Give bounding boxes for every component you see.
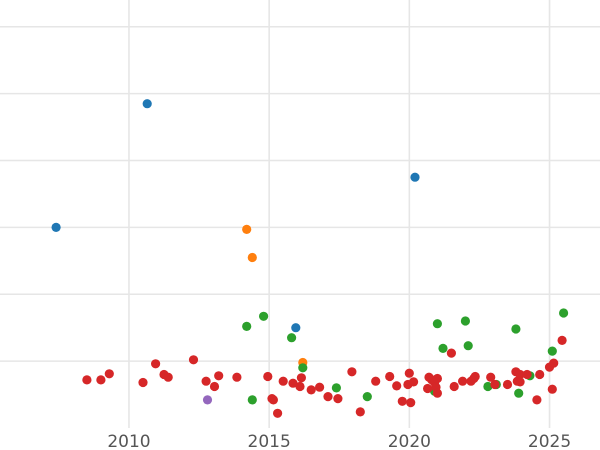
data-point-series-2 [514, 388, 524, 398]
data-point-series-3 [486, 372, 496, 382]
x-tick-labels: 2010 2015 2020 2025 [107, 432, 571, 450]
data-point-series-2 [362, 392, 372, 402]
data-point-series-2 [298, 363, 308, 373]
data-point-series-3 [315, 382, 325, 392]
data-point-series-3 [295, 381, 305, 392]
data-point-series-3 [458, 376, 468, 386]
data-point-series-3 [423, 383, 433, 394]
data-point-series-3 [404, 368, 414, 378]
data-point-series-3 [209, 381, 220, 392]
x-tick-label: 2025 [528, 432, 571, 450]
data-point-series-2 [460, 316, 470, 326]
data-point-series-2 [432, 319, 442, 329]
data-point-series-0 [142, 99, 152, 109]
data-point-series-3 [278, 376, 288, 386]
data-point-series-3 [323, 392, 333, 402]
data-point-series-3 [188, 355, 199, 365]
data-point-series-3 [409, 377, 419, 387]
data-point-series-2 [559, 308, 569, 318]
data-point-series-3 [515, 369, 525, 380]
data-point-series-2 [287, 333, 297, 343]
data-point-series-0 [51, 222, 61, 232]
data-point-series-2 [511, 324, 521, 334]
data-point-series-3 [535, 369, 545, 380]
data-point-series-3 [288, 378, 298, 388]
data-point-series-3 [532, 395, 542, 405]
data-point-series-3 [522, 369, 532, 380]
data-point-series-3 [163, 372, 173, 382]
data-point-series-3 [96, 375, 106, 385]
data-point-series-3 [104, 369, 114, 379]
data-point-series-3 [432, 373, 442, 384]
data-point-series-1 [247, 252, 257, 263]
data-point-series-3 [446, 348, 456, 358]
data-point-series-3 [296, 373, 306, 383]
data-point-series-3 [347, 367, 357, 377]
data-point-series-3 [385, 371, 395, 382]
data-point-series-2 [242, 321, 252, 331]
data-point-series-2 [259, 311, 269, 321]
data-point-series-4 [202, 395, 213, 405]
data-point-series-3 [263, 371, 273, 382]
data-point-series-2 [547, 346, 557, 356]
data-point-series-3 [371, 376, 381, 386]
data-point-series-3 [470, 371, 480, 382]
data-point-series-1 [242, 224, 252, 234]
data-point-series-3 [138, 377, 148, 388]
data-point-series-2 [463, 341, 473, 351]
data-point-series-0 [291, 323, 301, 333]
data-point-series-3 [547, 384, 557, 394]
data-point-series-2 [438, 343, 448, 353]
data-point-series-3 [397, 396, 407, 406]
x-tick-label: 2020 [388, 432, 431, 450]
data-point-series-3 [549, 358, 559, 368]
data-point-series-3 [392, 381, 402, 391]
data-point-series-3 [449, 381, 459, 392]
data-point-series-3 [273, 408, 283, 418]
x-tick-label: 2010 [107, 432, 150, 450]
data-point-series-3 [432, 388, 442, 398]
data-point-series-3 [333, 394, 343, 404]
data-point-series-3 [151, 359, 161, 369]
data-point-series-3 [502, 379, 513, 390]
data-point-series-0 [410, 172, 420, 182]
data-point-series-2 [483, 381, 493, 392]
data-point-series-3 [82, 375, 92, 385]
data-point-series-3 [515, 377, 525, 387]
data-point-series-3 [201, 376, 211, 386]
x-tick-label: 2015 [248, 432, 291, 450]
data-point-series-2 [331, 383, 341, 393]
data-point-series-3 [214, 371, 224, 381]
data-point-series-3 [406, 398, 416, 408]
data-point-series-2 [247, 395, 257, 405]
data-point-series-3 [267, 394, 277, 404]
data-point-series-3 [490, 379, 500, 390]
data-point-series-3 [232, 372, 242, 382]
data-point-series-3 [306, 385, 316, 395]
points-layer [51, 99, 569, 418]
data-point-series-3 [355, 407, 365, 417]
data-point-series-3 [557, 335, 567, 345]
